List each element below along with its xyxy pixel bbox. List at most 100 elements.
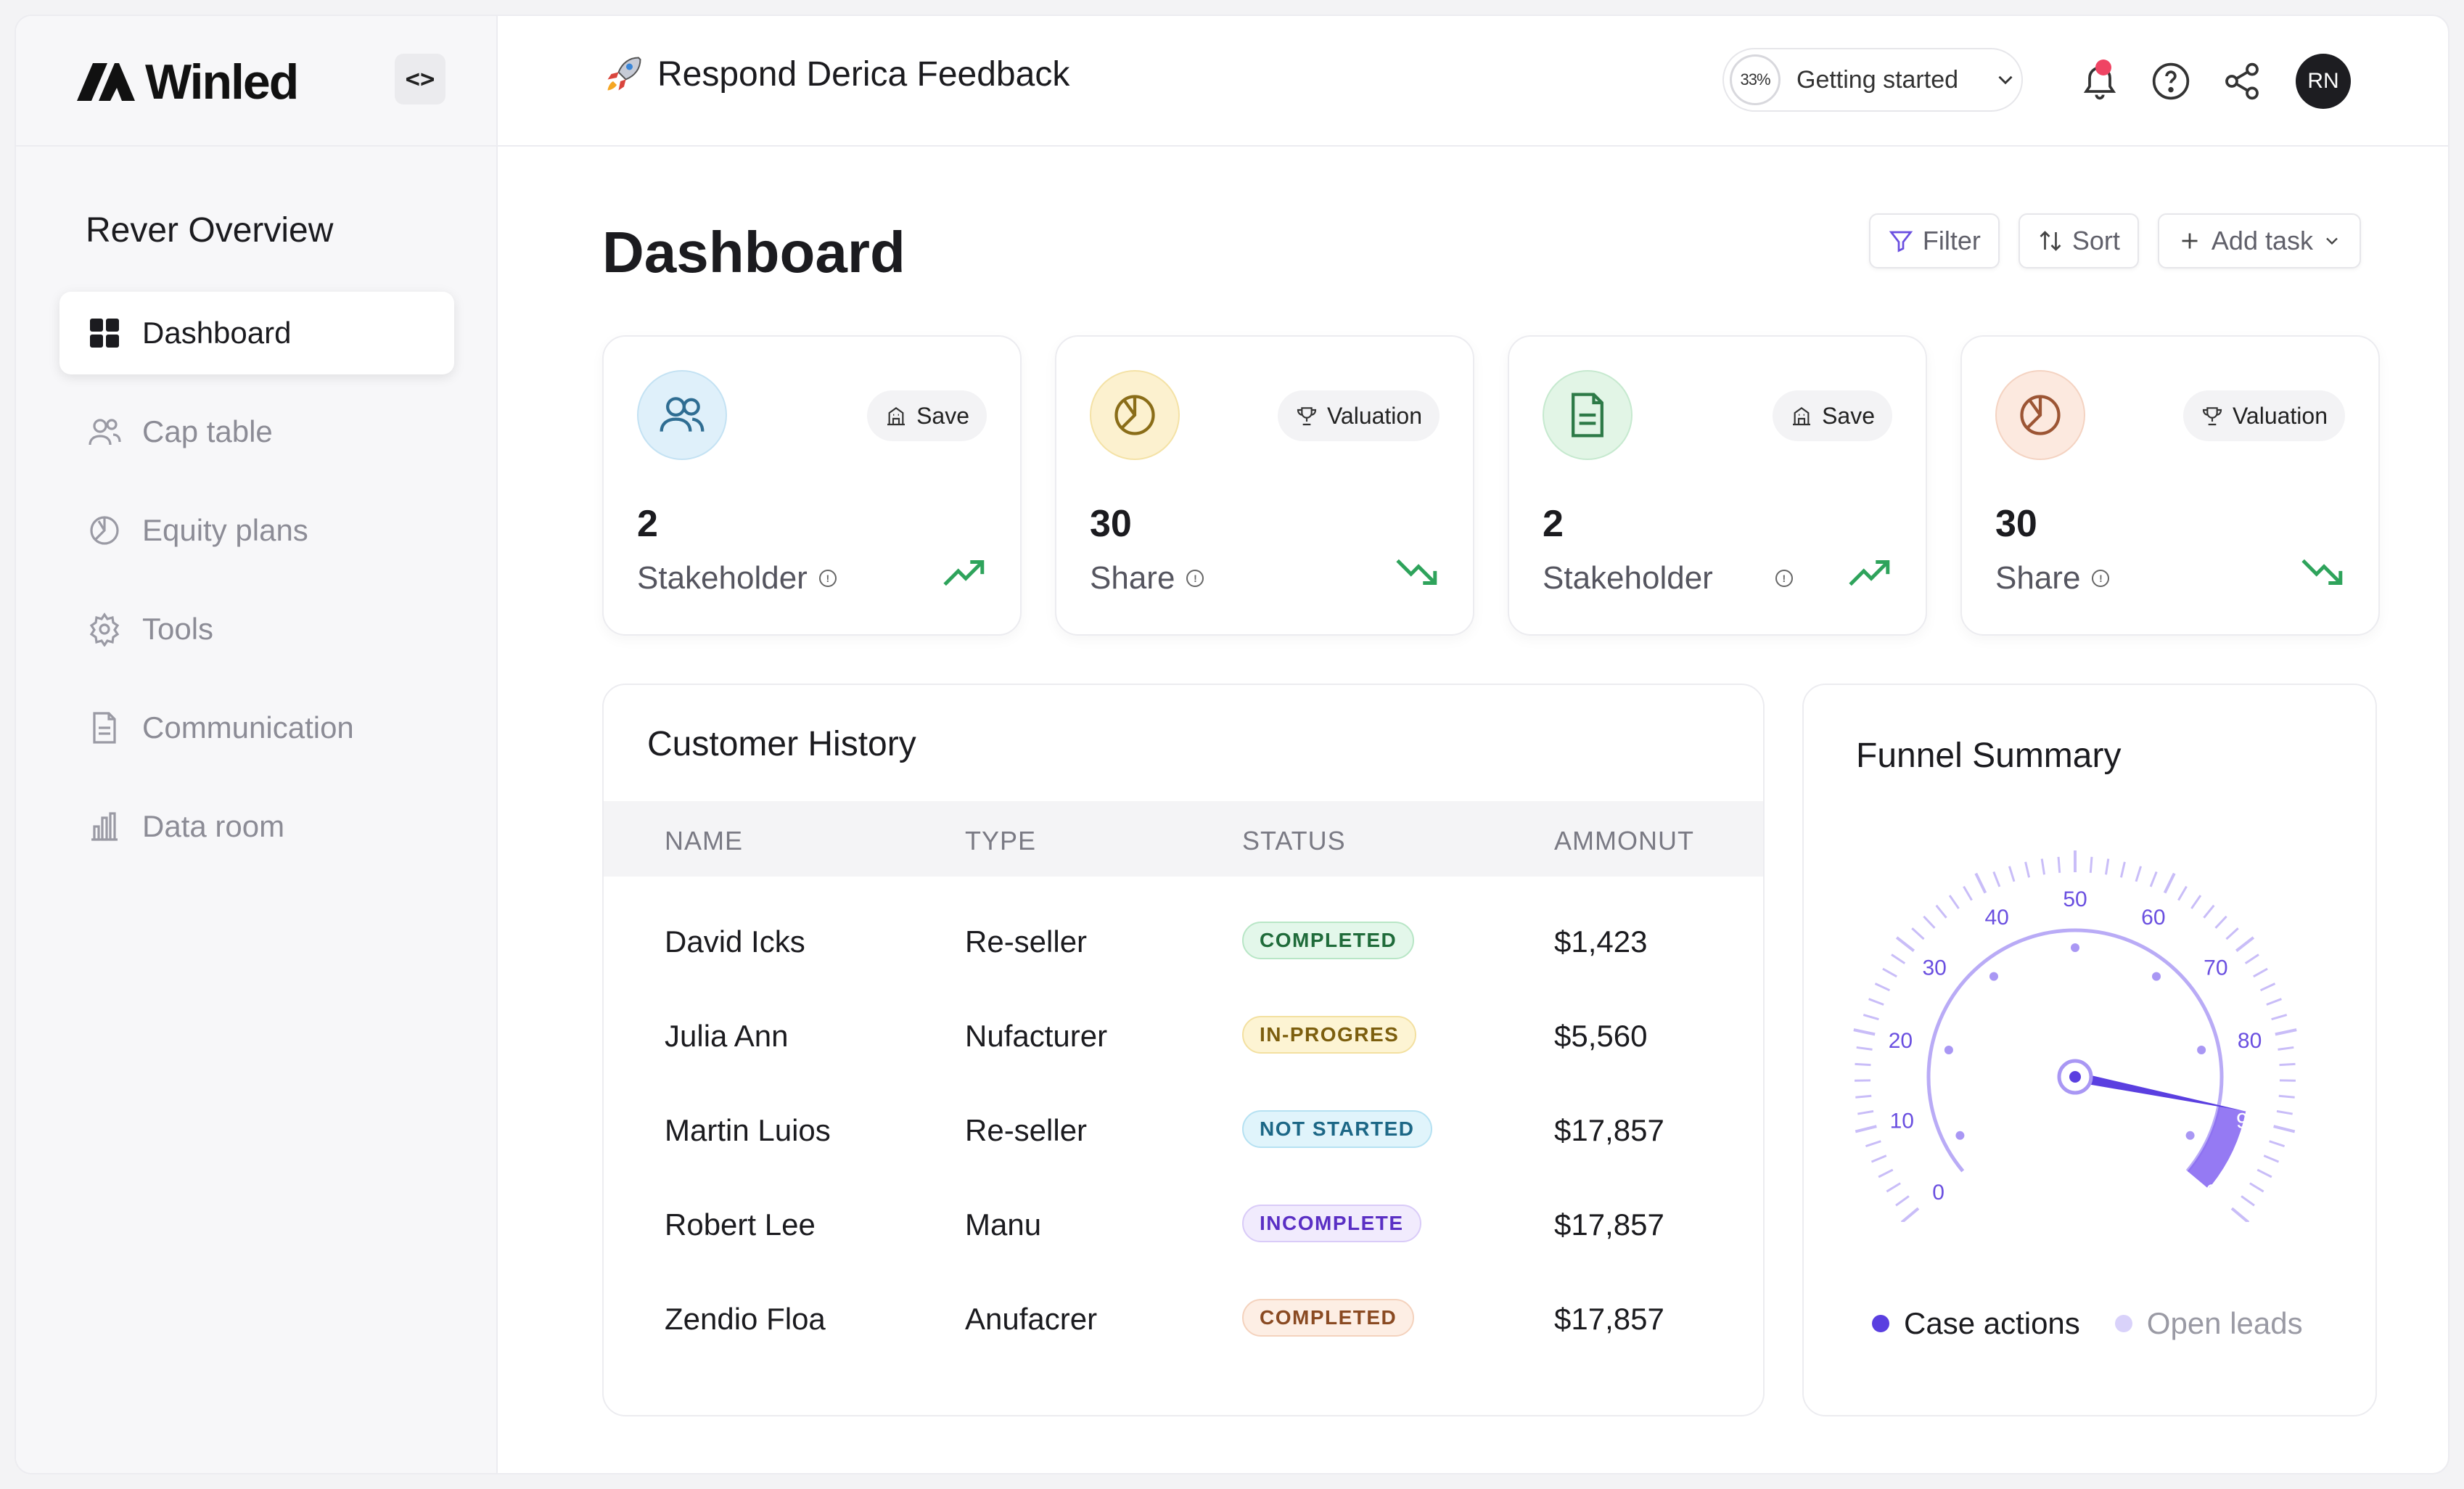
- chevron-down-icon: [1998, 75, 2013, 85]
- trend-down-icon: [2301, 559, 2343, 585]
- getting-started-dropdown[interactable]: 33% Getting started: [1722, 48, 2023, 112]
- sidebar-toggle-button[interactable]: <>: [395, 54, 445, 104]
- gauge-label: 70: [2204, 956, 2227, 980]
- gauge-tick: [2278, 1094, 2295, 1099]
- valuation-pill[interactable]: Valuation: [1277, 390, 1440, 441]
- gauge-label: 10: [1890, 1109, 1914, 1133]
- gear-icon: [89, 612, 120, 647]
- page-title: Dashboard: [602, 220, 905, 284]
- pill-label: Save: [916, 402, 969, 429]
- building-icon: [887, 407, 905, 426]
- gauge-tick: [1853, 1028, 1876, 1036]
- filter-button[interactable]: Filter: [1868, 213, 2000, 268]
- gauge-tick: [1878, 1168, 1894, 1178]
- card-icon-wrap: [1543, 370, 1633, 460]
- table-row[interactable]: David Icks Re-seller COMPLETED $1,423: [604, 894, 1763, 988]
- gauge-tick: [2266, 998, 2282, 1006]
- gauge-tick: [1948, 895, 1960, 909]
- panel-title: Funnel Summary: [1856, 737, 2122, 775]
- info-icon[interactable]: !: [1186, 570, 1204, 587]
- column-header-name[interactable]: NAME: [665, 826, 744, 856]
- gauge-tick: [1882, 967, 1897, 978]
- add-task-button[interactable]: Add task: [2157, 213, 2361, 268]
- save-pill[interactable]: Save: [1773, 390, 1892, 441]
- stat-card[interactable]: Save 2 Stakeholder !: [1508, 335, 1927, 636]
- table-row[interactable]: Zendio Floa Anufacrer COMPLETED $17,857: [604, 1271, 1763, 1366]
- gauge-tick: [2235, 936, 2255, 952]
- customer-history-panel: Customer History NAME TYPE STATUS AMMONU…: [602, 684, 1765, 1416]
- column-header-type[interactable]: TYPE: [965, 826, 1037, 856]
- gauge-label: 60: [2141, 906, 2165, 930]
- gauge-tick: [2263, 1154, 2280, 1163]
- sidebar-item-tools[interactable]: Tools: [59, 588, 454, 670]
- gauge-tick: [1855, 1125, 1877, 1133]
- cell-name: Martin Luios: [665, 1113, 831, 1147]
- document-icon: [93, 712, 116, 744]
- gauge-tick: [1923, 915, 1936, 929]
- help-icon[interactable]: [2151, 61, 2191, 102]
- stat-value: 30: [1090, 503, 1132, 545]
- gauge-tick: [2203, 904, 2215, 919]
- sidebar-item-label: Communication: [142, 710, 354, 744]
- valuation-pill[interactable]: Valuation: [2182, 390, 2345, 441]
- card-icon-wrap: [1090, 370, 1180, 460]
- column-header-amount[interactable]: AMMONUT: [1554, 826, 1694, 856]
- logo[interactable]: Winled: [77, 54, 299, 110]
- legend-item-open-leads[interactable]: Open leads: [2114, 1306, 2303, 1341]
- cell-amount: $17,857: [1554, 1302, 1664, 1336]
- plus-icon: [2182, 233, 2198, 249]
- sort-button[interactable]: Sort: [2018, 213, 2139, 268]
- info-icon[interactable]: !: [818, 570, 837, 587]
- stat-card[interactable]: Save 2 Stakeholder !: [602, 335, 1022, 636]
- table-row[interactable]: Robert Lee Manu INCOMPLETE $17,857: [604, 1177, 1763, 1271]
- gauge-dot: [2152, 972, 2161, 981]
- stat-label: Share: [1995, 560, 2081, 596]
- grid-icon: [90, 319, 119, 348]
- share-icon[interactable]: [2222, 61, 2262, 102]
- cell-amount: $17,857: [1554, 1113, 1664, 1147]
- progress-ring: 33%: [1730, 54, 1781, 105]
- table-row[interactable]: Julia Ann Nufacturer IN-PROGRES $5,560: [604, 988, 1763, 1083]
- stat-label-row: Share !: [1090, 560, 1204, 596]
- legend-label: Case actions: [1904, 1306, 2080, 1340]
- info-icon[interactable]: !: [2092, 570, 2110, 587]
- stat-value: 2: [1543, 503, 1564, 545]
- cell-name: Robert Lee: [665, 1207, 816, 1242]
- status-badge: IN-PROGRES: [1242, 1016, 1417, 1054]
- stat-card[interactable]: Valuation 30 Share !: [1960, 335, 2380, 636]
- avatar[interactable]: RN: [2296, 54, 2351, 109]
- legend-item-case-actions[interactable]: Case actions: [1872, 1306, 2080, 1341]
- bar-chart-icon: [91, 812, 118, 841]
- stat-value: 30: [1995, 503, 2037, 545]
- stat-card[interactable]: Valuation 30 Share !: [1055, 335, 1474, 636]
- sidebar-item-dashboard[interactable]: Dashboard: [59, 292, 454, 374]
- pill-label: Valuation: [1326, 402, 1422, 429]
- rocket-icon: [607, 57, 641, 91]
- column-header-status[interactable]: STATUS: [1242, 826, 1346, 856]
- gauge-tick: [2225, 927, 2239, 940]
- table-row[interactable]: Martin Luios Re-seller NOT STARTED $17,8…: [604, 1083, 1763, 1177]
- topbar: Respond Derica Feedback 33% Getting star…: [498, 16, 2448, 147]
- gauge-tick: [2190, 895, 2202, 909]
- cell-type: Manu: [965, 1207, 1042, 1242]
- sidebar-item-data-room[interactable]: Data room: [59, 785, 454, 868]
- stat-label-row: Stakeholder !: [1543, 560, 1793, 596]
- funnel-summary-panel: Funnel Summary 0 10 20 30 40 50 60 70 80 90 100 Ca…: [1802, 684, 2377, 1416]
- trend-down-icon: [1396, 559, 1437, 585]
- gauge-label: 0: [1932, 1181, 1944, 1205]
- logo-text: Winled: [145, 54, 299, 110]
- legend-label: Open leads: [2146, 1306, 2303, 1340]
- sidebar-nav: Dashboard Cap table Equity plans Too: [59, 292, 454, 884]
- trophy-icon: [1297, 407, 1317, 426]
- gauge-tick: [2177, 885, 2188, 901]
- gauge-tick: [2276, 1109, 2293, 1115]
- gauge-ticks: [1853, 850, 2297, 1222]
- gauge-tick: [2057, 856, 2061, 873]
- sidebar-item-cap-table[interactable]: Cap table: [59, 390, 454, 473]
- sidebar-item-label: Cap table: [142, 414, 273, 448]
- sidebar-header: Winled <>: [16, 16, 496, 147]
- info-icon[interactable]: !: [1775, 570, 1793, 587]
- sidebar-item-communication[interactable]: Communication: [59, 686, 454, 769]
- sidebar-item-equity-plans[interactable]: Equity plans: [59, 489, 454, 572]
- save-pill[interactable]: Save: [867, 390, 987, 441]
